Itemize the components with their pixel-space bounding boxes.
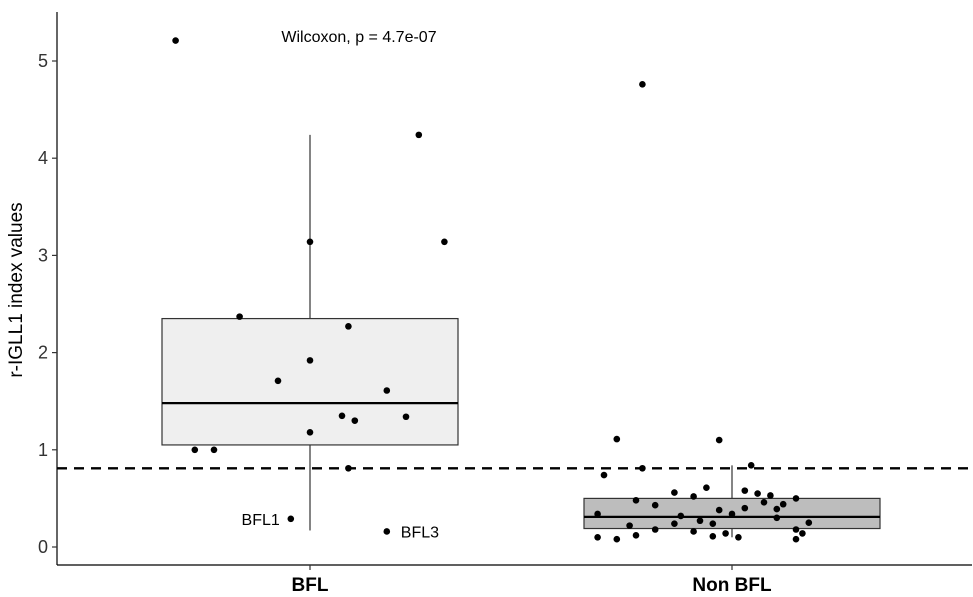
y-tick-label: 2 bbox=[38, 343, 48, 363]
data-point bbox=[735, 533, 742, 541]
data-point bbox=[402, 413, 410, 421]
data-point bbox=[274, 377, 282, 385]
data-point bbox=[639, 81, 646, 88]
data-point bbox=[741, 504, 749, 512]
data-point bbox=[383, 528, 391, 535]
data-point bbox=[613, 435, 621, 443]
data-point bbox=[792, 526, 800, 533]
data-point bbox=[722, 530, 729, 537]
data-point bbox=[236, 313, 243, 320]
x-tick-label: BFL bbox=[292, 575, 329, 596]
data-point bbox=[709, 533, 717, 540]
data-point bbox=[671, 489, 678, 496]
data-point bbox=[306, 357, 314, 364]
y-tick-label: 3 bbox=[38, 245, 48, 265]
x-tick-label: Non BFL bbox=[692, 575, 772, 596]
plot-area: 0 1 2 3 4 5 BFL Non BFL BFL1 BFL3 Wilcoxon, p = 4.… bbox=[38, 12, 972, 596]
data-point bbox=[690, 493, 697, 500]
point-label: BFL1 bbox=[242, 512, 280, 529]
data-point bbox=[651, 526, 659, 533]
data-point bbox=[345, 323, 352, 330]
data-point bbox=[747, 462, 755, 469]
y-tick-label: 4 bbox=[38, 148, 48, 168]
data-point bbox=[799, 530, 806, 537]
data-point bbox=[383, 387, 391, 394]
data-point bbox=[677, 512, 685, 520]
box-bfl bbox=[161, 317, 459, 446]
data-point bbox=[632, 497, 640, 504]
data-point bbox=[728, 510, 736, 518]
data-point bbox=[626, 522, 633, 529]
data-point bbox=[191, 446, 199, 454]
data-point bbox=[754, 490, 761, 497]
data-point bbox=[287, 515, 295, 523]
data-point bbox=[773, 514, 781, 522]
data-point bbox=[210, 446, 218, 454]
data-point bbox=[741, 487, 749, 494]
data-point bbox=[696, 517, 704, 525]
data-point bbox=[779, 500, 787, 508]
y-tick-label: 5 bbox=[38, 51, 48, 71]
data-point bbox=[703, 484, 710, 492]
data-point bbox=[345, 464, 352, 472]
data-point bbox=[632, 532, 640, 539]
data-point bbox=[594, 510, 601, 518]
data-point bbox=[306, 429, 314, 436]
point-label: BFL3 bbox=[401, 524, 439, 541]
data-point bbox=[792, 495, 800, 502]
y-axis-label: r-IGLL1 index values bbox=[6, 202, 27, 377]
data-point bbox=[671, 520, 678, 527]
data-point bbox=[600, 471, 608, 479]
y-tick-label: 1 bbox=[38, 440, 48, 460]
data-point bbox=[613, 535, 621, 543]
data-point bbox=[351, 417, 359, 424]
data-point bbox=[651, 501, 659, 509]
data-point bbox=[760, 498, 768, 506]
data-point bbox=[773, 505, 781, 513]
data-point bbox=[767, 492, 774, 499]
stat-annotation: Wilcoxon, p = 4.7e-07 bbox=[281, 29, 436, 46]
data-point bbox=[172, 37, 179, 44]
data-point bbox=[639, 464, 646, 472]
data-point bbox=[715, 436, 723, 444]
data-point bbox=[792, 535, 800, 543]
y-tick-label: 0 bbox=[38, 537, 48, 557]
data-point bbox=[415, 131, 423, 139]
data-point bbox=[709, 520, 717, 527]
data-point bbox=[441, 238, 448, 246]
data-point bbox=[715, 506, 723, 514]
data-point bbox=[338, 412, 346, 420]
data-point bbox=[805, 519, 813, 526]
data-point bbox=[594, 533, 601, 541]
data-point bbox=[306, 238, 314, 246]
data-point bbox=[690, 528, 697, 535]
